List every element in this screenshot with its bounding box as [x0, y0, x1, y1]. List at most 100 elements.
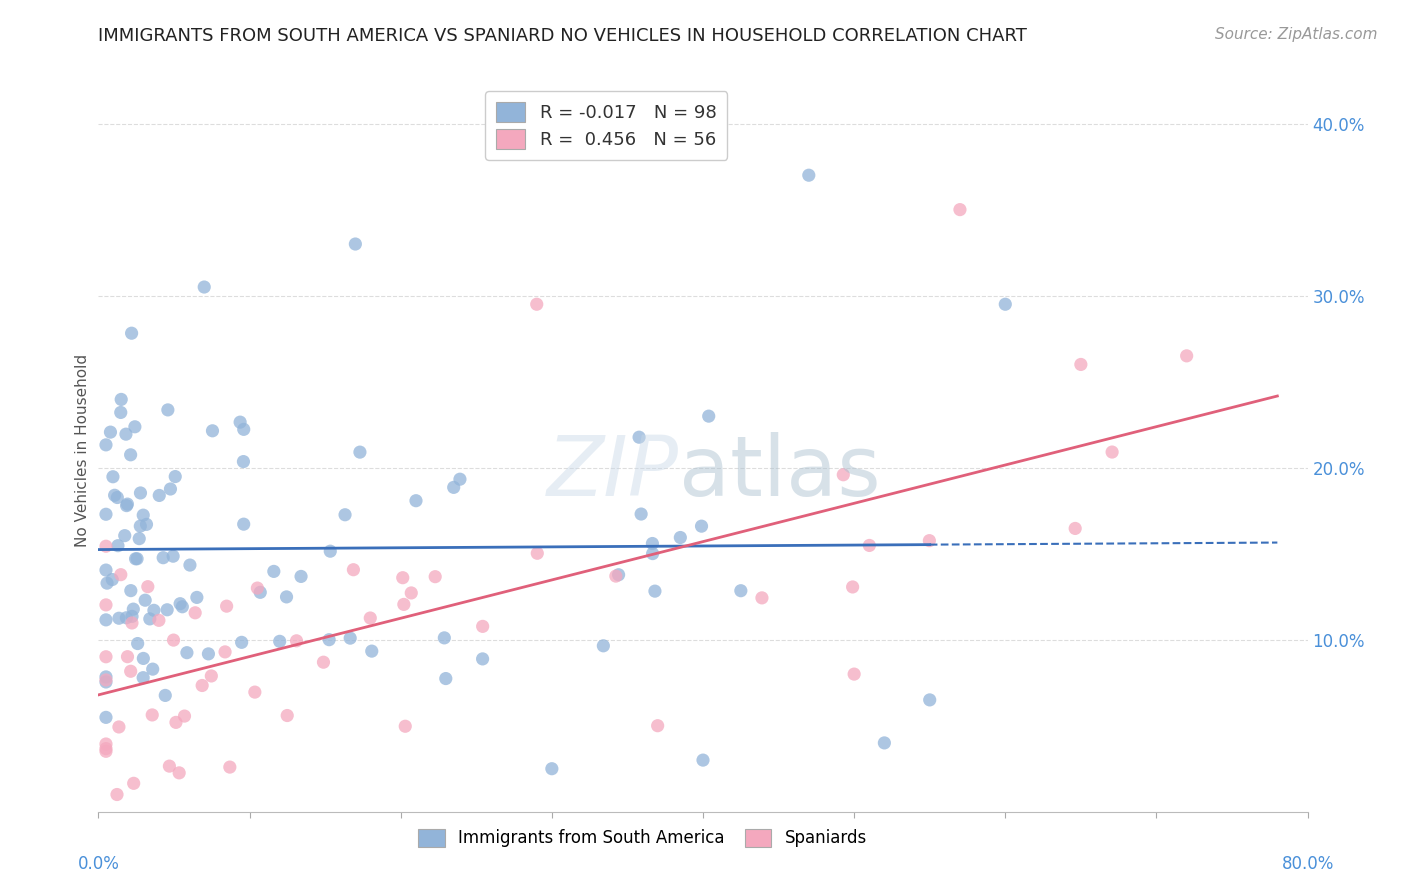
Point — [285, 633, 308, 648]
Point — [156, 403, 179, 417]
Point — [630, 507, 652, 521]
Point — [94, 598, 117, 612]
Point — [94, 744, 117, 758]
Point — [94, 438, 117, 452]
Point — [186, 591, 208, 605]
Point — [641, 547, 664, 561]
Point — [692, 753, 714, 767]
Point — [229, 415, 252, 429]
Point — [94, 673, 117, 687]
Point — [155, 689, 177, 703]
Point — [730, 583, 752, 598]
Point — [105, 788, 128, 802]
Point — [134, 593, 156, 607]
Point — [173, 709, 195, 723]
Point — [94, 508, 117, 522]
Point — [142, 662, 165, 676]
Point — [165, 715, 187, 730]
Point — [232, 422, 254, 436]
Point — [104, 488, 127, 502]
Point — [172, 599, 194, 614]
Point — [434, 672, 457, 686]
Point — [644, 584, 666, 599]
Point — [142, 603, 165, 617]
Y-axis label: No Vehicles in Household: No Vehicles in Household — [75, 354, 90, 547]
Point — [669, 531, 692, 545]
Point — [105, 491, 128, 505]
Point — [399, 586, 422, 600]
Point — [215, 599, 238, 614]
Point — [628, 430, 651, 444]
Point — [318, 632, 340, 647]
Point — [125, 551, 148, 566]
Point — [156, 603, 179, 617]
Point — [231, 635, 253, 649]
Point — [157, 759, 180, 773]
Point — [169, 597, 191, 611]
Point — [115, 611, 138, 625]
Point — [135, 517, 157, 532]
Point — [94, 737, 117, 751]
Point — [197, 647, 219, 661]
Point — [360, 644, 382, 658]
Point — [232, 517, 254, 532]
Point — [201, 424, 224, 438]
Point — [858, 538, 880, 552]
Point — [121, 615, 143, 630]
Point — [148, 488, 170, 502]
Point — [1175, 349, 1198, 363]
Text: 80.0%: 80.0% — [1281, 855, 1334, 872]
Text: atlas: atlas — [679, 432, 880, 513]
Point — [107, 539, 129, 553]
Point — [94, 675, 117, 690]
Point — [214, 645, 236, 659]
Point — [148, 613, 170, 627]
Point — [218, 760, 240, 774]
Point — [101, 573, 124, 587]
Point — [120, 448, 142, 462]
Point — [191, 678, 214, 692]
Point — [167, 765, 190, 780]
Point — [124, 419, 146, 434]
Point — [641, 536, 664, 550]
Point — [120, 583, 142, 598]
Point — [121, 609, 143, 624]
Point — [243, 685, 266, 699]
Point — [122, 602, 145, 616]
Point — [949, 202, 972, 217]
Point — [751, 591, 773, 605]
Point — [276, 708, 298, 723]
Point — [115, 499, 138, 513]
Point — [132, 651, 155, 665]
Point — [132, 671, 155, 685]
Point — [449, 472, 471, 486]
Point — [443, 480, 465, 494]
Text: Source: ZipAtlas.com: Source: ZipAtlas.com — [1215, 27, 1378, 42]
Point — [246, 581, 269, 595]
Point — [1070, 358, 1092, 372]
Point — [162, 633, 184, 648]
Point — [344, 237, 367, 252]
Point — [392, 598, 415, 612]
Point — [697, 409, 720, 424]
Point — [114, 528, 136, 542]
Point — [193, 280, 215, 294]
Point — [165, 469, 187, 483]
Point — [269, 634, 291, 648]
Point — [110, 392, 132, 407]
Point — [873, 736, 896, 750]
Point — [108, 720, 131, 734]
Point — [94, 649, 117, 664]
Point — [647, 719, 669, 733]
Point — [100, 425, 122, 439]
Point — [391, 571, 413, 585]
Point — [94, 563, 117, 577]
Point — [994, 297, 1017, 311]
Point — [276, 590, 298, 604]
Point — [605, 569, 627, 583]
Point — [918, 533, 941, 548]
Point — [526, 546, 548, 560]
Point — [290, 569, 312, 583]
Point — [349, 445, 371, 459]
Point — [797, 168, 820, 182]
